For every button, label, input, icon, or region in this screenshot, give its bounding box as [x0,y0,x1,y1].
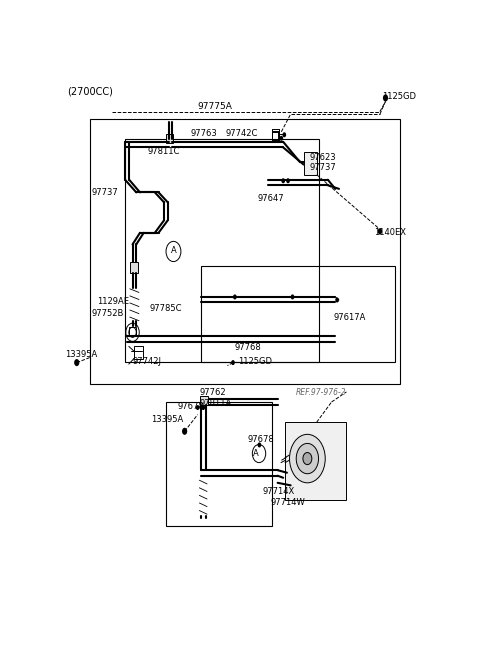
Circle shape [282,133,286,137]
Text: 1129AE: 1129AE [97,297,129,306]
Text: 97763: 97763 [190,129,217,138]
Bar [134,346,143,359]
Circle shape [231,360,235,365]
Text: 97623: 97623 [309,152,336,161]
Bar [130,262,138,273]
Text: 97742C: 97742C [226,129,258,138]
Bar [166,402,272,525]
Text: 97811C: 97811C [147,148,180,157]
Text: 97647: 97647 [257,194,284,203]
Text: 1140EX: 1140EX [374,228,407,237]
Text: 97714W: 97714W [270,497,305,506]
Text: 97762: 97762 [200,388,226,398]
Text: 97678: 97678 [177,401,204,411]
Text: 1125GD: 1125GD [382,92,416,101]
Text: 97785C: 97785C [149,304,182,313]
Bar [272,131,279,142]
Circle shape [289,434,325,483]
Circle shape [335,297,339,302]
Circle shape [258,442,261,447]
Text: 13395A: 13395A [66,350,98,359]
Text: 97737: 97737 [309,163,336,172]
Text: REF.97-976-2: REF.97-976-2 [296,388,347,398]
Circle shape [182,428,187,435]
Circle shape [196,405,200,410]
Text: 97678: 97678 [248,436,275,444]
Text: 1125GD: 1125GD [239,357,273,366]
Text: 97768: 97768 [235,343,262,352]
Text: 97742J: 97742J [132,357,162,366]
Text: 13395A: 13395A [151,415,183,424]
Circle shape [202,405,205,410]
Text: (2700CC): (2700CC) [67,87,113,96]
Circle shape [296,443,319,474]
Circle shape [378,228,382,234]
Bar [200,396,208,405]
Circle shape [383,94,388,102]
Text: 97714X: 97714X [263,487,295,497]
Bar [125,139,319,361]
Text: 97752B: 97752B [92,309,124,318]
Bar [202,266,395,361]
Text: 97811A: 97811A [200,398,232,407]
Circle shape [279,136,283,141]
Circle shape [233,295,237,299]
Bar [129,327,136,337]
Bar [166,134,173,144]
Text: A: A [253,449,259,458]
Circle shape [281,178,285,183]
Bar [285,422,347,501]
Circle shape [290,295,294,299]
Text: 97775A: 97775A [198,102,232,111]
Text: 97737: 97737 [92,188,119,197]
Text: 97617A: 97617A [334,313,366,321]
Circle shape [303,453,312,464]
Bar [90,119,400,384]
Bar [304,152,317,174]
Circle shape [286,178,290,183]
Text: A: A [170,246,176,255]
Circle shape [74,359,79,366]
